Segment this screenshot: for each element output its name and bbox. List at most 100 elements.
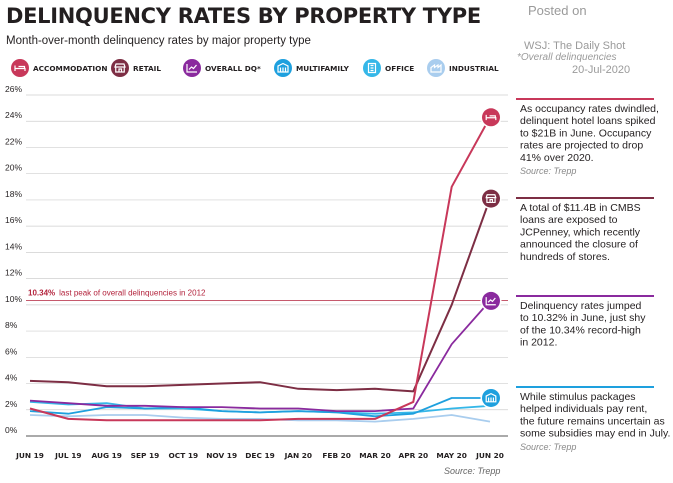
legend-item: ACCOMMODATION xyxy=(11,59,107,77)
y-tick-label: 20% xyxy=(5,163,22,173)
legend-label: MULTIFAMILY xyxy=(296,64,350,73)
end-marker xyxy=(480,188,502,210)
y-tick-label: 2% xyxy=(5,399,18,409)
annotation-line: to $21B in June. Occupancy xyxy=(520,127,652,139)
reference-line-text: last peak of overall delinquencies in 20… xyxy=(59,288,206,297)
chart-title: DELINQUENCY RATES BY PROPERTY TYPE xyxy=(6,4,481,28)
x-tick-label: APR 20 xyxy=(398,451,428,460)
y-tick-label: 12% xyxy=(5,268,22,278)
reference-line-value: 10.34% xyxy=(28,288,55,297)
legend-item: OVERALL DQ* xyxy=(183,59,261,77)
apartment-icon xyxy=(277,62,289,73)
y-tick-label: 8% xyxy=(5,320,18,330)
chart-legend: ACCOMMODATION RETAIL OVERALL DQ* MULTIFAMIL… xyxy=(11,59,499,77)
hotel-bed-icon xyxy=(14,65,26,71)
chart-subtitle: Month-over-month delinquency rates by ma… xyxy=(6,35,311,47)
storefront-icon xyxy=(114,63,126,73)
x-tick-label: JUN 20 xyxy=(475,451,504,460)
annotation-line: delinquent hotel loans spiked xyxy=(520,115,656,127)
x-tick-label: FEB 20 xyxy=(322,451,351,460)
y-tick-label: 26% xyxy=(5,84,22,94)
annotation-line: in 2012. xyxy=(520,337,557,349)
x-tick-label: MAY 20 xyxy=(436,451,467,460)
annotation-0: As occupancy rates dwindled,delinquent h… xyxy=(516,98,659,176)
legend-item: OFFICE xyxy=(363,59,414,77)
legend-item: INDUSTRIAL xyxy=(427,59,499,77)
series-line-retail xyxy=(29,198,491,393)
y-tick-label: 22% xyxy=(5,136,22,146)
annotation-line: While stimulus packages xyxy=(520,391,636,403)
annotation-line: loans are exposed to xyxy=(520,214,618,226)
legend-label: ACCOMMODATION xyxy=(33,64,107,73)
annotation-line: helped individuals pay rent, xyxy=(520,403,647,415)
legend-swatch xyxy=(427,59,445,77)
y-axis: 0% 2% 4% 6% 8% 10% 12% 14% 16% 18% 20% 22% 24% 26% xyxy=(5,84,22,435)
y-tick-label: 24% xyxy=(5,110,22,120)
x-tick-label: DEC 19 xyxy=(245,451,274,460)
legend-label: RETAIL xyxy=(133,64,161,73)
end-marker xyxy=(480,387,502,409)
hotel-bed-icon xyxy=(485,114,497,121)
end-marker xyxy=(480,290,502,312)
factory-icon xyxy=(430,63,442,73)
series-line-multifamily xyxy=(29,397,490,418)
reference-line-label: 10.34% last peak of overall delinquencies… xyxy=(28,288,206,297)
annotation-line: 41% over 2020. xyxy=(520,152,594,164)
apartment-icon xyxy=(485,392,497,403)
x-tick-label: AUG 19 xyxy=(91,451,121,460)
x-tick-label: OCT 19 xyxy=(169,451,199,460)
x-tick-label: JUN 19 xyxy=(15,451,44,460)
y-tick-label: 16% xyxy=(5,215,22,225)
watermark-note: *Overall delinquencies xyxy=(517,52,617,63)
legend-label: OVERALL DQ* xyxy=(205,64,261,73)
annotation-source: Source: Trepp xyxy=(520,442,576,452)
chart-series xyxy=(29,116,491,423)
annotation-line: JCPenney, which recently xyxy=(520,226,641,238)
y-tick-label: 6% xyxy=(5,346,18,356)
annotation-line: rates are projected to drop xyxy=(520,140,643,152)
end-marker-fill xyxy=(482,189,500,208)
chart-icon xyxy=(485,297,496,306)
annotation-line: to 10.32% in June, just shy xyxy=(520,312,646,324)
annotation-line: A total of $11.4B in CMBS xyxy=(520,202,641,214)
end-marker xyxy=(480,106,502,128)
series-line-overall-dq xyxy=(29,300,491,413)
series-line-industrial xyxy=(29,414,491,423)
chart-gridlines xyxy=(26,94,508,437)
y-tick-label: 18% xyxy=(5,189,22,199)
watermark-date: 20-Jul-2020 xyxy=(572,64,631,76)
x-tick-label: SEP 19 xyxy=(131,451,160,460)
legend-item: RETAIL xyxy=(111,59,161,77)
y-tick-label: 4% xyxy=(5,373,18,383)
chart-icon xyxy=(186,64,197,73)
annotation-source: Source: Trepp xyxy=(520,166,576,176)
office-building-icon xyxy=(367,62,377,74)
reference-line: 10.34% last peak of overall delinquencies… xyxy=(26,288,508,301)
watermark-posted: Posted on xyxy=(528,3,587,18)
legend-swatch xyxy=(111,59,129,77)
annotation-line: hundreds of stores. xyxy=(520,251,610,263)
annotation-line: announced the closure of xyxy=(520,239,638,251)
annotation-line: Delinquency rates jumped xyxy=(520,300,642,312)
y-tick-label: 10% xyxy=(5,294,22,304)
x-tick-label: JAN 20 xyxy=(284,451,313,460)
chart-source: Source: Trepp xyxy=(444,466,500,476)
x-tick-label: NOV 19 xyxy=(206,451,237,460)
end-markers xyxy=(480,106,502,409)
watermark-source: WSJ: The Daily Shot xyxy=(524,40,626,52)
legend-label: INDUSTRIAL xyxy=(449,64,499,73)
x-axis: JUN 19 JUL 19 AUG 19 SEP 19 OCT 19 NOV 19 DEC … xyxy=(15,451,504,460)
annotation-line: some subsidies may end in July. xyxy=(520,428,670,440)
x-tick-label: MAR 20 xyxy=(359,451,391,460)
annotation-line: As occupancy rates dwindled, xyxy=(520,103,659,115)
storefront-icon xyxy=(485,194,497,204)
legend-item: MULTIFAMILY xyxy=(274,59,350,77)
y-tick-label: 0% xyxy=(5,425,18,435)
x-tick-label: JUL 19 xyxy=(54,451,81,460)
legend-label: OFFICE xyxy=(385,64,414,73)
series-line-accommodation xyxy=(29,116,491,422)
